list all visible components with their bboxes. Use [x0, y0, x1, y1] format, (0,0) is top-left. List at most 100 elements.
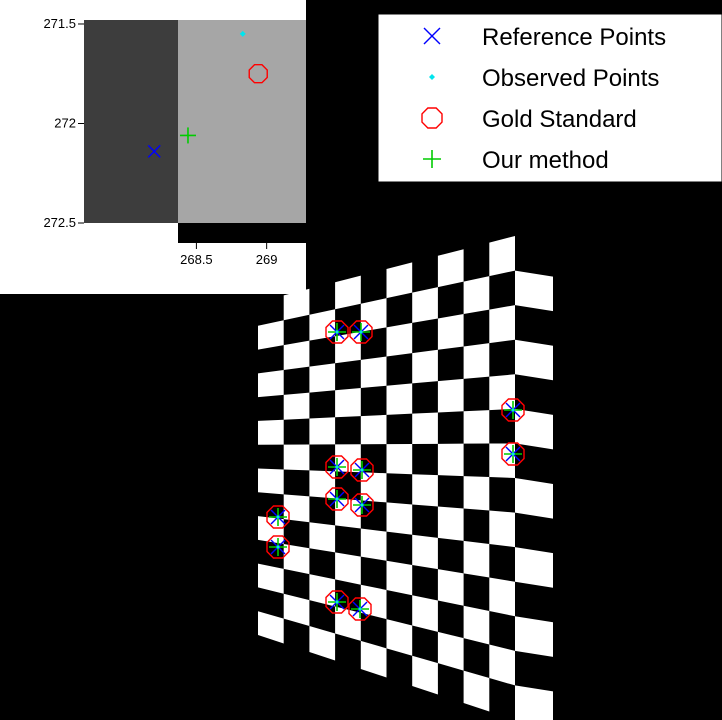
inset-circle-point: [248, 64, 268, 84]
checker-square: [412, 412, 438, 444]
corner-marker: [349, 320, 373, 344]
checker-square: [309, 522, 336, 553]
corner-marker: [501, 442, 525, 466]
y-tick-label: 272: [54, 115, 76, 130]
inset-corner-block: [0, 0, 30, 20]
corner-marker: [350, 493, 374, 517]
checker-square: [463, 343, 490, 379]
corner-marker: [325, 455, 349, 479]
checker-square: [283, 444, 310, 471]
circle-marker: [266, 535, 290, 559]
checker-square: [258, 369, 284, 398]
diamond-marker: [335, 600, 339, 604]
legend-x-cross-marker: [423, 27, 441, 45]
legend-box: [377, 13, 722, 183]
inset-dark-region: [84, 20, 178, 223]
checker-square: [283, 494, 310, 523]
checker-square: [360, 472, 387, 503]
checker-square: [489, 510, 515, 548]
circle-marker: [325, 455, 349, 479]
inset-light-region: [178, 20, 306, 223]
diamond-marker: [335, 497, 339, 501]
diamond-marker: [276, 515, 280, 519]
checker-square: [283, 593, 310, 627]
circle-marker: [325, 320, 349, 344]
checker-square: [335, 498, 361, 529]
corner-marker: [325, 320, 349, 344]
diamond-marker: [359, 330, 363, 334]
checker-square: [463, 476, 490, 511]
checker-square: [386, 443, 413, 475]
checker-square: [412, 655, 438, 695]
checker-square: [283, 544, 310, 575]
checker-square: [360, 356, 387, 388]
checker-square: [335, 275, 361, 310]
circle-marker: [350, 493, 374, 517]
checker-square: [386, 322, 413, 357]
inset-x-cross-point: [147, 144, 161, 158]
checker-square: [515, 339, 553, 381]
checker-square: [463, 276, 490, 315]
checker-square: [386, 502, 413, 535]
circle-marker: [325, 487, 349, 511]
corner-marker: [266, 505, 290, 529]
diamond-marker: [360, 503, 364, 507]
checker-square: [437, 378, 464, 413]
checker-square: [258, 563, 284, 594]
checker-square: [335, 388, 361, 418]
circle-marker: [501, 398, 525, 422]
circle-marker: [501, 442, 525, 466]
checker-square: [412, 474, 438, 507]
inset-plus-point: [179, 127, 196, 144]
legend: Reference Points Observed Points Gold Stan…: [377, 13, 722, 183]
checker-square: [437, 314, 464, 350]
checker-square: [437, 631, 464, 671]
checker-square: [515, 478, 553, 519]
checker-square: [412, 595, 438, 632]
inset-black-band: [178, 223, 306, 243]
checker-square: [515, 408, 553, 450]
legend-label: Gold Standard: [482, 106, 637, 133]
checker-square: [360, 640, 387, 678]
inset-plot: 271.5 272 272.5 268.5 269: [0, 0, 306, 294]
checker-square: [489, 374, 515, 411]
legend-entry: Our method: [423, 147, 609, 174]
checker-square: [258, 516, 284, 545]
diamond-marker: [276, 545, 280, 549]
corner-marker: [350, 458, 374, 482]
legend-label: Observed Points: [482, 65, 659, 92]
checker-square: [360, 584, 387, 620]
checker-square: [386, 560, 413, 596]
diamond-marker: [511, 452, 515, 456]
legend-entry: Observed Points: [429, 65, 659, 92]
circle-marker: [349, 320, 373, 344]
corner-marker: [501, 398, 525, 422]
checker-square: [309, 417, 336, 445]
corner-markers: [266, 320, 525, 621]
checker-square: [463, 605, 490, 645]
checker-square: [463, 670, 490, 712]
legend-entry: Gold Standard: [421, 106, 637, 133]
legend-label: Reference Points: [482, 24, 666, 51]
checker-square: [360, 528, 387, 561]
checker-square: [463, 540, 490, 578]
checker-square: [258, 320, 284, 350]
corner-marker: [348, 597, 372, 621]
inset-diamond-point: [239, 30, 246, 37]
checker-square: [258, 611, 284, 644]
inset-points: [147, 30, 268, 158]
checker-square: [437, 506, 464, 541]
checker-square: [283, 288, 310, 321]
corner-marker: [266, 535, 290, 559]
y-tick-label: 272.5: [43, 215, 76, 230]
checker-square: [515, 685, 553, 720]
checker-square: [258, 419, 284, 445]
diamond-marker: [360, 468, 364, 472]
checker-square: [515, 616, 553, 657]
checker-square: [412, 534, 438, 570]
circle-marker: [348, 597, 372, 621]
checker-square: [412, 287, 438, 323]
checker-square: [437, 249, 464, 288]
inset-y-axis: 271.5 272 272.5: [43, 16, 84, 230]
